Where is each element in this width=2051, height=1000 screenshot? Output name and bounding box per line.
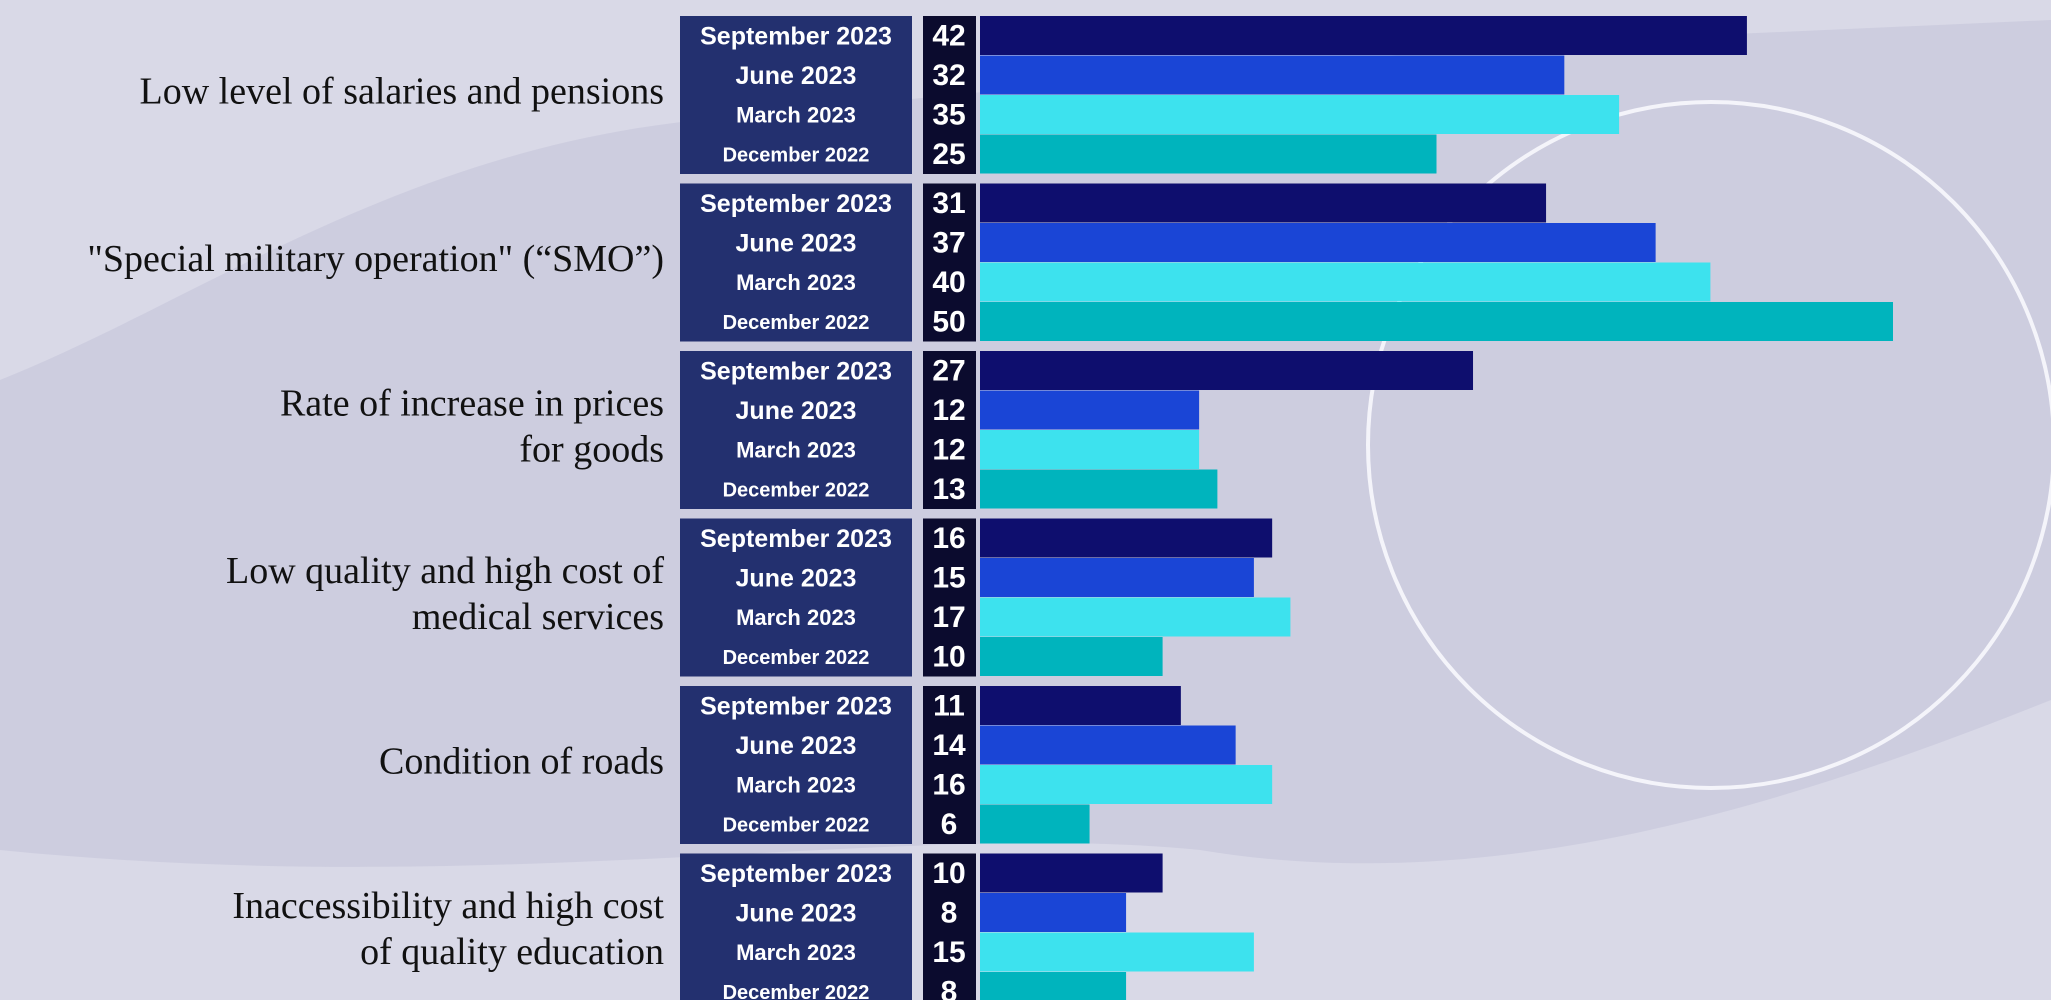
bar [980,183,1547,223]
series-label: March 2023 [736,103,856,128]
series-label: March 2023 [736,270,856,295]
series-label-box [680,518,912,677]
value-label: 50 [932,306,965,339]
series-label: June 2023 [736,732,857,760]
series-label: December 2022 [723,982,870,1000]
bar [980,430,1200,469]
bar [980,558,1254,597]
bar [980,765,1273,804]
series-label: September 2023 [700,22,892,50]
category-label: Condition of roads [379,741,664,783]
series-label: March 2023 [736,438,856,463]
bar [980,853,1163,893]
value-label: 6 [941,808,958,841]
series-label-box [680,686,912,844]
value-label: 25 [932,138,965,171]
value-label: 12 [932,394,965,427]
value-label: 11 [933,690,965,723]
value-box [923,686,976,844]
series-label-box [680,853,912,1000]
value-label: 42 [932,20,965,53]
series-label: December 2022 [723,480,870,502]
series-label: December 2022 [723,647,870,669]
series-label-box [680,351,912,509]
category-label: for goods [519,429,664,471]
series-label: June 2023 [736,564,857,592]
category-label: Low quality and high cost of [226,550,664,592]
bar [980,518,1273,558]
value-label: 8 [941,897,958,930]
series-label: September 2023 [700,190,892,218]
value-label: 15 [932,936,965,969]
bar [980,302,1893,341]
bar [980,95,1620,134]
logo-circle [1366,100,2051,790]
value-label: 31 [932,187,965,220]
value-label: 13 [932,473,965,506]
bar [980,637,1163,676]
bar [980,725,1236,765]
value-label: 8 [941,976,958,1000]
series-label-box [680,183,912,342]
category-label: medical services [412,596,664,638]
value-label: 27 [932,355,965,388]
series-label: September 2023 [700,860,892,888]
value-label: 37 [932,227,965,260]
series-label: March 2023 [736,605,856,630]
value-label: 32 [932,59,965,92]
bar [980,469,1218,509]
series-label: December 2022 [723,145,870,167]
value-label: 35 [932,99,965,132]
bar [980,932,1254,972]
category-label: "Special military operation" (“SMO”) [87,238,664,280]
series-label-box [680,16,912,174]
value-label: 10 [932,857,965,890]
bar [980,16,1747,55]
value-label: 10 [932,641,965,674]
bar [980,55,1565,95]
category-label: Rate of increase in prices [280,383,664,425]
value-label: 12 [932,434,965,467]
value-box [923,16,976,174]
value-box [923,351,976,509]
value-label: 17 [932,601,965,634]
value-box [923,853,976,1000]
value-label: 40 [932,266,965,299]
bar [980,262,1711,302]
series-label: December 2022 [723,312,870,334]
value-label: 16 [932,769,965,802]
value-label: 16 [932,522,965,555]
bar [980,223,1656,262]
bar [980,972,1127,1000]
bar [980,804,1090,844]
series-label: March 2023 [736,773,856,798]
category-label: Low level of salaries and pensions [140,71,664,113]
value-label: 14 [932,729,966,762]
value-box [923,518,976,677]
series-label: September 2023 [700,692,892,720]
bar [980,351,1474,390]
bar [980,893,1127,932]
value-label: 15 [932,562,965,595]
value-box [923,183,976,342]
bar [980,134,1437,174]
series-label: June 2023 [736,899,857,927]
series-label: December 2022 [723,815,870,837]
bar [980,390,1200,430]
bar [980,597,1291,637]
category-label: of quality education [360,931,664,973]
series-label: September 2023 [700,525,892,553]
series-label: March 2023 [736,940,856,965]
bar [980,686,1181,725]
series-label: June 2023 [736,62,857,90]
series-label: June 2023 [736,397,857,425]
series-label: June 2023 [736,229,857,257]
series-label: September 2023 [700,357,892,385]
category-label: Inaccessibility and high cost [232,885,664,927]
